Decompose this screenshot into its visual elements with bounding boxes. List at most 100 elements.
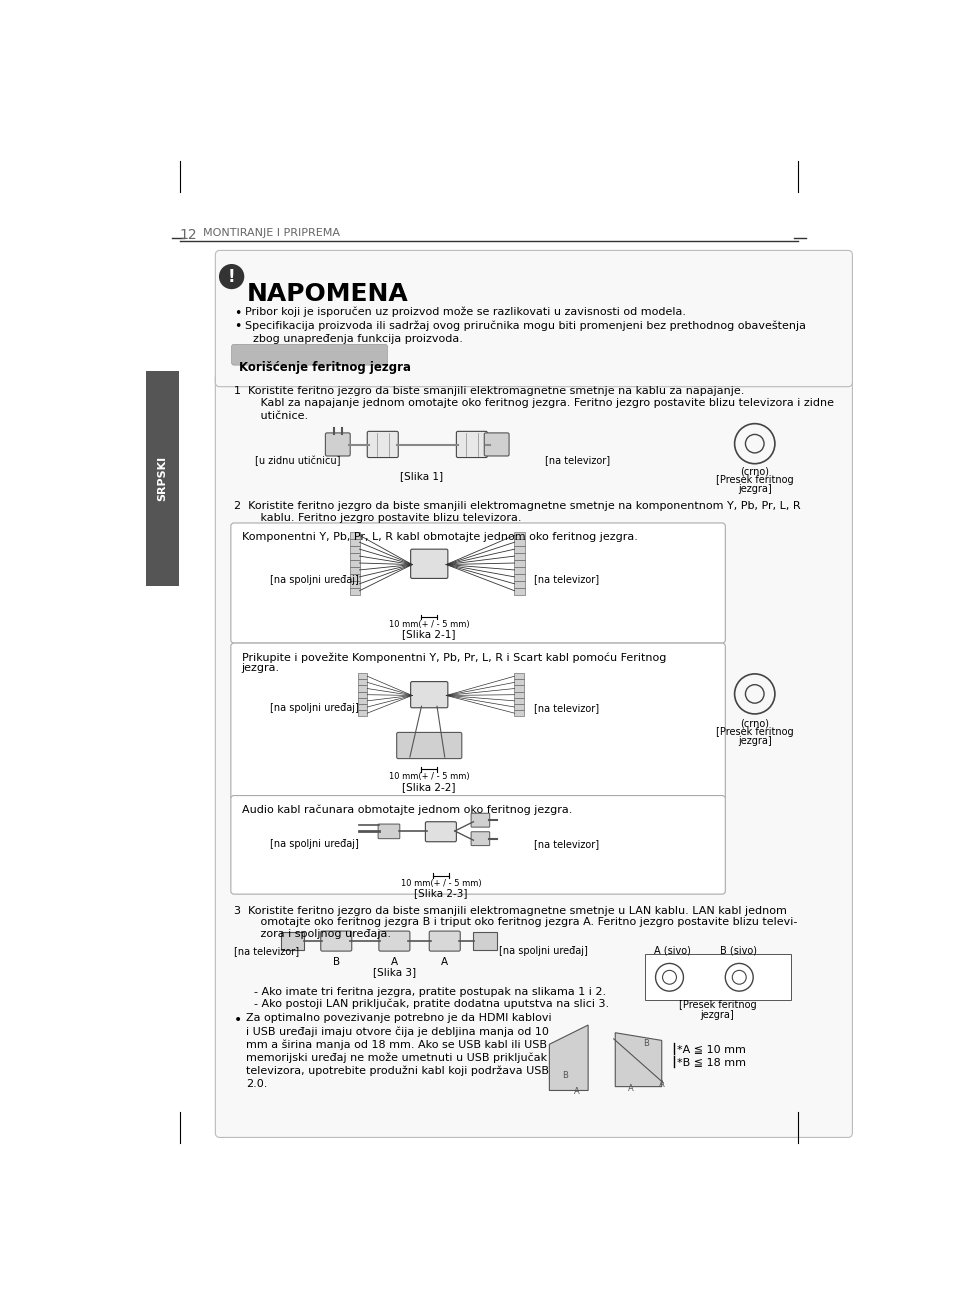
FancyBboxPatch shape [146, 371, 179, 586]
Text: Komponentni Y, Pb, Pr, L, R kabl obmotajte jednom oko feritnog jezgra.: Komponentni Y, Pb, Pr, L, R kabl obmotaj… [241, 532, 637, 542]
Text: jezgra]: jezgra] [700, 1010, 734, 1020]
Text: jezgra.: jezgra. [241, 664, 279, 673]
FancyBboxPatch shape [514, 573, 524, 581]
FancyBboxPatch shape [350, 553, 360, 560]
Text: jezgra]: jezgra] [737, 484, 771, 494]
Text: i USB uređaji imaju otvore čija je debljina manja od 10: i USB uređaji imaju otvore čija je deblj… [246, 1026, 549, 1037]
Text: [u zidnu utičnicu]: [u zidnu utičnicu] [254, 456, 340, 466]
Text: 10 mm(+ / - 5 mm): 10 mm(+ / - 5 mm) [389, 772, 469, 781]
Text: •: • [233, 306, 241, 320]
FancyBboxPatch shape [484, 432, 509, 456]
Text: B: B [333, 957, 339, 967]
Text: A: A [627, 1084, 633, 1093]
FancyBboxPatch shape [514, 673, 523, 679]
FancyBboxPatch shape [410, 549, 447, 578]
Text: zora i spoljnog uređaja.: zora i spoljnog uređaja. [243, 928, 391, 939]
FancyBboxPatch shape [357, 704, 367, 710]
FancyBboxPatch shape [514, 692, 523, 697]
Text: Audio kabl računara obmotajte jednom oko feritnog jezgra.: Audio kabl računara obmotajte jednom oko… [241, 804, 572, 816]
Text: 2.0.: 2.0. [246, 1079, 268, 1088]
FancyBboxPatch shape [357, 710, 367, 717]
Text: televizora, upotrebite produžni kabl koji podržava USB: televizora, upotrebite produžni kabl koj… [246, 1066, 549, 1077]
FancyBboxPatch shape [357, 697, 367, 704]
FancyBboxPatch shape [231, 523, 724, 643]
FancyBboxPatch shape [514, 567, 524, 573]
FancyBboxPatch shape [231, 643, 724, 799]
Text: - Ako postoji LAN priključak, pratite dodatna uputstva na slici 3.: - Ako postoji LAN priključak, pratite do… [247, 999, 609, 1010]
FancyBboxPatch shape [425, 822, 456, 842]
FancyBboxPatch shape [429, 931, 459, 951]
FancyBboxPatch shape [514, 546, 524, 553]
Text: [na spoljni uređaj]: [na spoljni uređaj] [498, 946, 587, 957]
Text: [Slika 2-3]: [Slika 2-3] [414, 888, 467, 899]
Circle shape [220, 265, 243, 288]
Text: utičnice.: utičnice. [243, 411, 308, 421]
Text: [Slika 2-2]: [Slika 2-2] [402, 781, 456, 791]
Text: 3  Koristite feritno jezgro da biste smanjili elektromagnetne smetnje u LAN kabl: 3 Koristite feritno jezgro da biste sman… [233, 906, 786, 915]
Text: [na spoljni uređaj]: [na spoljni uređaj] [270, 704, 359, 713]
Text: B: B [561, 1072, 567, 1081]
Text: Prikupite i povežite Komponentni Y, Pb, Pr, L, R i Scart kabl pomoću Feritnog: Prikupite i povežite Komponentni Y, Pb, … [241, 652, 665, 662]
Text: *A ≦ 10 mm: *A ≦ 10 mm [677, 1044, 745, 1055]
Text: [na televizor]: [na televizor] [534, 574, 598, 585]
Text: [na spoljni uređaj]: [na spoljni uređaj] [270, 574, 359, 585]
FancyBboxPatch shape [215, 373, 852, 1137]
FancyBboxPatch shape [514, 679, 523, 686]
Text: !: ! [228, 267, 235, 285]
Text: B (sivo): B (sivo) [720, 946, 756, 955]
Text: Specifikacija proizvoda ili sadržaj ovog priručnika mogu biti promenjeni bez pre: Specifikacija proizvoda ili sadržaj ovog… [245, 320, 805, 330]
FancyBboxPatch shape [357, 673, 367, 679]
Text: •: • [233, 320, 241, 333]
FancyBboxPatch shape [514, 581, 524, 587]
FancyBboxPatch shape [514, 540, 524, 546]
Text: [Slika 2-1]: [Slika 2-1] [402, 629, 456, 639]
Text: mm a širina manja od 18 mm. Ako se USB kabl ili USB: mm a širina manja od 18 mm. Ako se USB k… [246, 1039, 547, 1050]
FancyBboxPatch shape [471, 831, 489, 846]
Text: Korišćenje feritnog jezgra: Korišćenje feritnog jezgra [239, 360, 411, 373]
FancyBboxPatch shape [350, 546, 360, 553]
Text: *B ≦ 18 mm: *B ≦ 18 mm [677, 1057, 745, 1068]
Text: MONTIRANJE I PRIPREMA: MONTIRANJE I PRIPREMA [203, 229, 339, 238]
Polygon shape [549, 1025, 587, 1091]
FancyBboxPatch shape [644, 954, 790, 999]
FancyBboxPatch shape [378, 931, 410, 951]
FancyBboxPatch shape [357, 679, 367, 686]
FancyBboxPatch shape [281, 932, 304, 950]
FancyBboxPatch shape [231, 795, 724, 895]
Text: (crno): (crno) [740, 719, 768, 728]
Text: Za optimalno povezivanje potrebno je da HDMI kablovi: Za optimalno povezivanje potrebno je da … [246, 1013, 552, 1024]
Text: - Ako imate tri feritna jezgra, pratite postupak na slikama 1 i 2.: - Ako imate tri feritna jezgra, pratite … [247, 986, 605, 997]
FancyBboxPatch shape [514, 697, 523, 704]
Text: [na televizor]: [na televizor] [534, 704, 598, 713]
Text: [Slika 1]: [Slika 1] [399, 471, 442, 480]
Text: Kabl za napajanje jednom omotajte oko feritnog jezgra. Feritno jezgro postavite : Kabl za napajanje jednom omotajte oko fe… [243, 398, 833, 408]
Text: kablu. Feritno jezgro postavite blizu televizora.: kablu. Feritno jezgro postavite blizu te… [243, 513, 521, 523]
FancyBboxPatch shape [350, 587, 360, 595]
Text: 12: 12 [179, 229, 197, 243]
FancyBboxPatch shape [514, 560, 524, 567]
Text: NAPOMENA: NAPOMENA [247, 281, 409, 306]
Text: B: B [642, 1039, 648, 1048]
Text: [na televizor]: [na televizor] [534, 839, 598, 848]
Text: [Presek feritnog: [Presek feritnog [715, 475, 793, 485]
Text: memorijski uređaj ne može umetnuti u USB priključak: memorijski uređaj ne može umetnuti u USB… [246, 1052, 547, 1064]
Text: 10 mm(+ / - 5 mm): 10 mm(+ / - 5 mm) [389, 620, 469, 629]
Polygon shape [615, 1033, 661, 1087]
Text: A: A [391, 957, 397, 967]
FancyBboxPatch shape [514, 532, 524, 540]
FancyBboxPatch shape [396, 732, 461, 759]
Text: •: • [233, 1013, 242, 1028]
FancyBboxPatch shape [350, 532, 360, 540]
FancyBboxPatch shape [325, 432, 350, 456]
Text: [Slika 3]: [Slika 3] [373, 967, 416, 977]
FancyBboxPatch shape [357, 692, 367, 697]
FancyBboxPatch shape [514, 710, 523, 717]
Text: omotajte oko feritnog jezgra B i triput oko feritnog jezgra A. Feritno jezgro po: omotajte oko feritnog jezgra B i triput … [243, 917, 797, 927]
FancyBboxPatch shape [367, 431, 397, 457]
FancyBboxPatch shape [350, 567, 360, 573]
FancyBboxPatch shape [514, 553, 524, 560]
Text: zbog unapređenja funkcija proizvoda.: zbog unapređenja funkcija proizvoda. [253, 333, 462, 343]
Text: (crno): (crno) [740, 467, 768, 476]
FancyBboxPatch shape [320, 931, 352, 951]
Text: Pribor koji je isporučen uz proizvod može se razlikovati u zavisnosti od modela.: Pribor koji je isporučen uz proizvod mož… [245, 306, 685, 318]
